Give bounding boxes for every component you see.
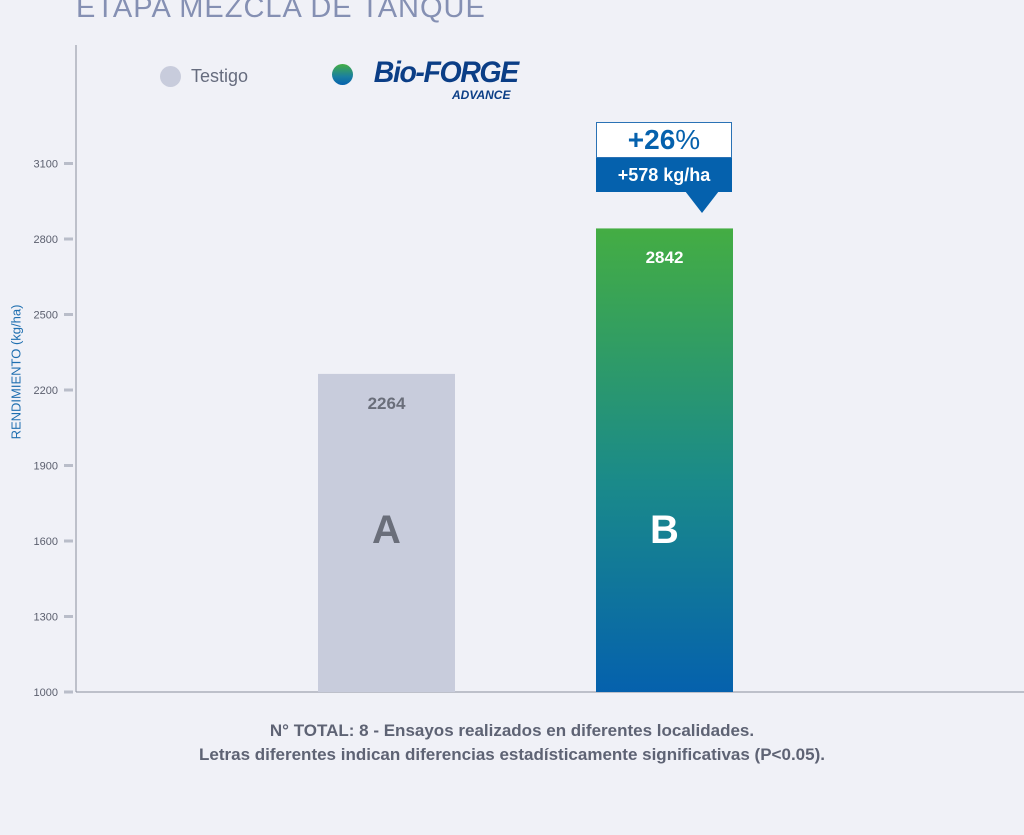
y-tick-label: 1300: [34, 612, 58, 624]
bar-value-label: 2264: [367, 393, 406, 413]
y-tick-label: 1900: [34, 461, 58, 473]
bioforge-logo-sub: ADVANCE: [452, 88, 511, 102]
callout-pointer-icon: [685, 191, 719, 213]
y-tick-label: 2800: [34, 234, 58, 246]
chart-title: ETAPA MEZCLA DE TANQUE: [76, 0, 486, 24]
legend-dot-testigo: [160, 66, 181, 87]
legend-label-testigo: Testigo: [191, 66, 249, 86]
y-tick-label: 2500: [34, 310, 58, 322]
y-tick-label: 3100: [34, 159, 58, 171]
legend-item-bioforge: [332, 64, 353, 85]
legend-item-testigo: Testigo: [160, 66, 248, 87]
kg-callout: +578 kg/ha: [596, 158, 732, 192]
legend-dot-bioforge: [332, 64, 353, 85]
bar-testigo: [318, 373, 455, 692]
y-tick-label: 1600: [34, 536, 58, 548]
percent-sign: %: [675, 124, 701, 155]
bar-significance-letter: A: [372, 508, 401, 552]
bar-bioforge: [596, 228, 733, 692]
bar-significance-letter: B: [650, 508, 679, 552]
footnote-line-1: N° TOTAL: 8 - Ensayos realizados en dife…: [269, 721, 755, 740]
percent-value: +26: [627, 124, 676, 155]
footnote-line-2: Letras diferentes indican diferencias es…: [199, 745, 825, 764]
bioforge-logo-main: Bio-FORGE: [373, 56, 519, 89]
bar-value-label: 2842: [645, 248, 684, 268]
y-tick-label: 1000: [34, 687, 58, 699]
y-tick-label: 2200: [34, 385, 58, 397]
bioforge-logo: Bio-FORGE ADVANCE: [370, 56, 522, 102]
percent-callout: +26%: [596, 122, 732, 158]
